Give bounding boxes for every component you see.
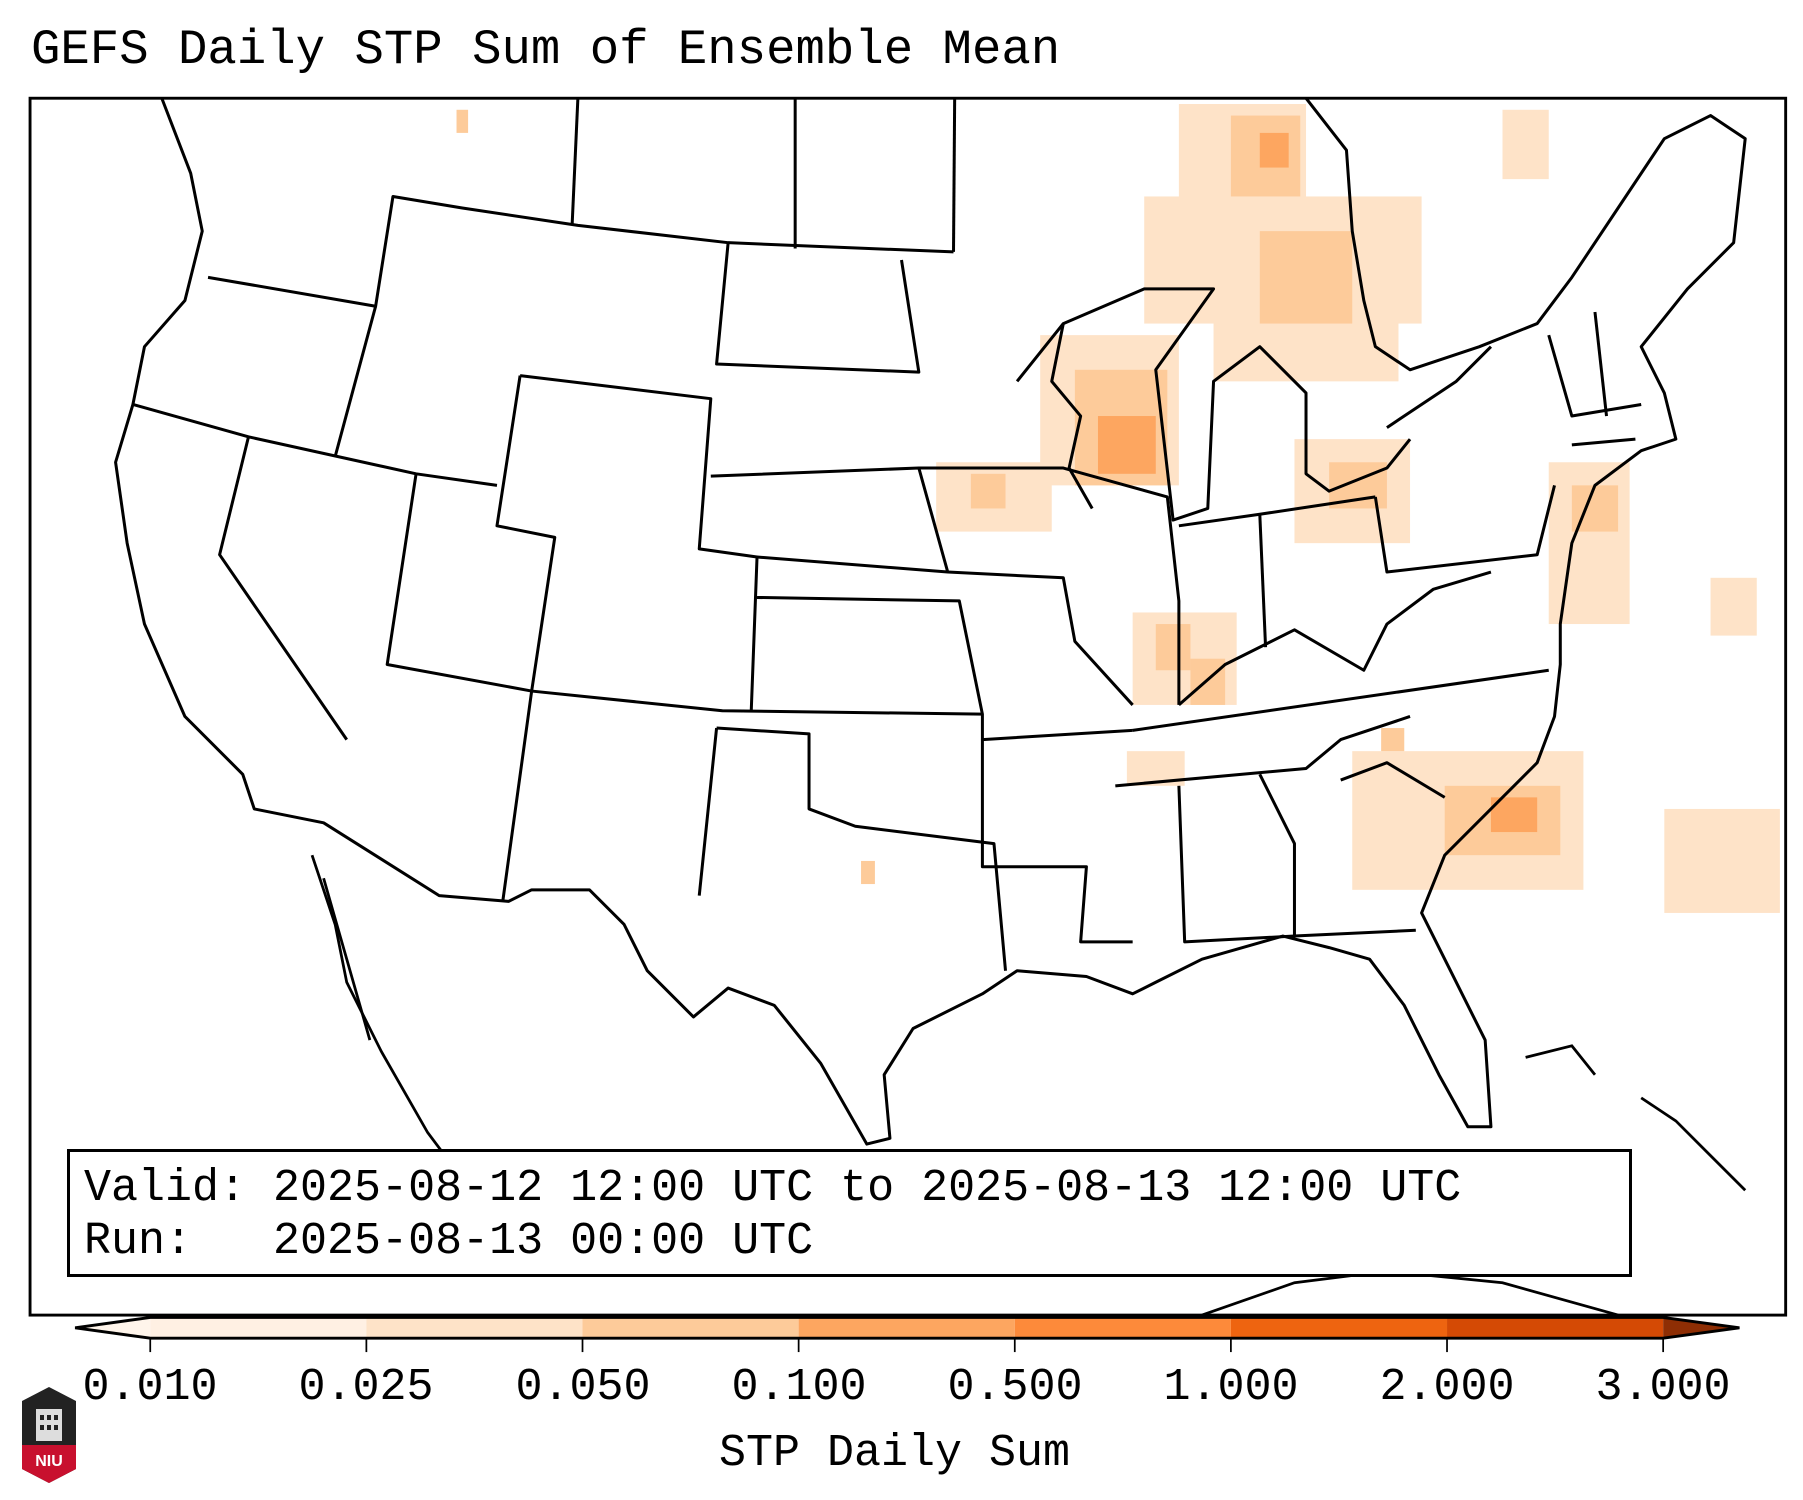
colorbar-tick-label: 0.100 bbox=[731, 1362, 867, 1413]
colorbar-bin-3 bbox=[582, 1317, 799, 1339]
stp-shading bbox=[456, 104, 1780, 913]
valid-run-info-box: Valid: 2025-08-12 12:00 UTC to 2025-08-1… bbox=[67, 1149, 1632, 1277]
colorbar-tick-label: 0.025 bbox=[298, 1362, 434, 1413]
colorbar-extend-low bbox=[75, 1317, 151, 1339]
colorbar-tick-label: 0.050 bbox=[515, 1362, 651, 1413]
colorbar-tick-label: 3.000 bbox=[1595, 1362, 1731, 1413]
colorbar-extend-high bbox=[1663, 1317, 1740, 1339]
colorbar bbox=[74, 1315, 1740, 1353]
colorbar-bin-4 bbox=[798, 1317, 1015, 1339]
valid-time-range: 2025-08-12 12:00 UTC to 2025-08-13 12:00… bbox=[273, 1163, 1462, 1214]
svg-text:NIU: NIU bbox=[35, 1453, 63, 1470]
colorbar-bin-6 bbox=[1230, 1317, 1448, 1339]
run-label: Run: bbox=[84, 1216, 193, 1267]
colorbar-tick-label: 0.010 bbox=[82, 1362, 218, 1413]
colorbar-tick-label: 2.000 bbox=[1379, 1362, 1515, 1413]
colorbar-bin-1 bbox=[150, 1317, 367, 1339]
valid-label: Valid: bbox=[84, 1163, 247, 1214]
map-frame bbox=[28, 96, 1788, 1317]
colorbar-bin-7 bbox=[1447, 1317, 1664, 1339]
colorbar-label: STP Daily Sum bbox=[718, 1428, 1071, 1479]
colorbar-bin-2 bbox=[366, 1317, 583, 1339]
colorbar-tick-label: 1.000 bbox=[1163, 1362, 1299, 1413]
colorbar-bin-5 bbox=[1014, 1317, 1231, 1339]
niu-logo: NIU bbox=[22, 1387, 76, 1483]
state-boundaries bbox=[114, 97, 1747, 1146]
colorbar-tick-label: 0.500 bbox=[947, 1362, 1083, 1413]
run-time: 2025-08-13 00:00 UTC bbox=[273, 1216, 814, 1267]
map-title: GEFS Daily STP Sum of Ensemble Mean bbox=[31, 22, 1061, 78]
